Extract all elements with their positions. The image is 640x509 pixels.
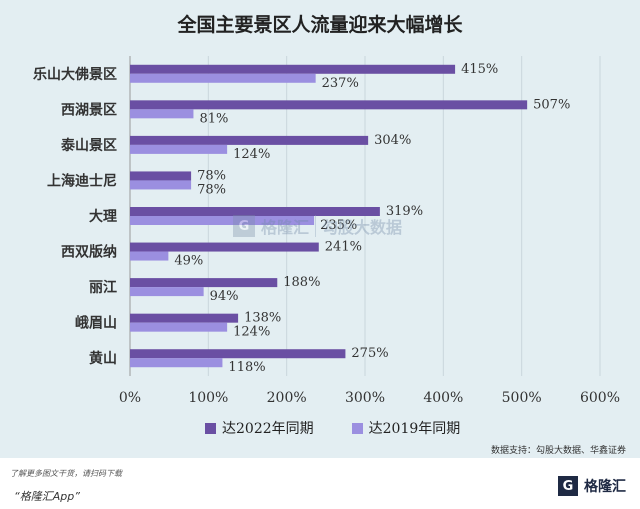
y-tick-label: 大理 bbox=[89, 208, 117, 225]
brand-name: 格隆汇 bbox=[584, 479, 626, 495]
data-label-2019: 81% bbox=[199, 111, 228, 126]
watermark-name2: 勾股大数据 bbox=[322, 218, 403, 237]
x-tick-label: 300% bbox=[345, 390, 385, 406]
x-tick-label: 0% bbox=[119, 390, 141, 406]
legend-swatch-2022 bbox=[205, 422, 216, 434]
watermark-divider bbox=[315, 215, 317, 237]
bar-2022 bbox=[130, 171, 192, 181]
data-label-2022: 304% bbox=[374, 133, 411, 148]
data-label-2022: 507% bbox=[533, 97, 570, 112]
data-label-2022: 415% bbox=[461, 62, 498, 77]
data-label-2019: 237% bbox=[322, 76, 359, 91]
data-label-2019: 124% bbox=[233, 147, 270, 162]
watermark-logo-icon: G bbox=[233, 215, 255, 237]
footer: 了解更多图文干货，请扫码下载 “格隆汇App” G 格隆汇 bbox=[0, 458, 640, 509]
brand-logo: G 格隆汇 bbox=[558, 476, 626, 496]
x-tick-label: 600% bbox=[580, 390, 620, 406]
bar-2019 bbox=[130, 109, 194, 119]
data-label-2019: 124% bbox=[233, 325, 270, 340]
y-tick-label: 黄山 bbox=[89, 350, 117, 367]
data-label-2022: 188% bbox=[283, 275, 320, 290]
bar-2022 bbox=[130, 135, 369, 145]
x-tick-label: 100% bbox=[188, 390, 228, 406]
data-label-2022: 78% bbox=[197, 168, 226, 183]
brand-logo-icon: G bbox=[558, 476, 578, 496]
y-tick-label: 泰山景区 bbox=[60, 137, 117, 154]
chart-panel bbox=[0, 0, 640, 458]
bar-2019 bbox=[130, 358, 223, 368]
data-label-2022: 275% bbox=[351, 346, 388, 361]
legend-item-2019: 达2019年同期 bbox=[351, 418, 461, 438]
bar-2019 bbox=[130, 287, 204, 297]
footer-app-name: “格隆汇App” bbox=[14, 490, 80, 503]
y-tick-label: 丽江 bbox=[89, 279, 117, 296]
legend-label-2022: 达2022年同期 bbox=[222, 421, 314, 437]
bar-2022 bbox=[130, 64, 456, 74]
bar-2022 bbox=[130, 278, 278, 288]
bar-2019 bbox=[130, 216, 315, 225]
y-tick-label: 峨眉山 bbox=[75, 315, 117, 332]
legend-item-2022: 达2022年同期 bbox=[205, 418, 314, 438]
y-tick-label: 乐山大佛景区 bbox=[33, 66, 117, 83]
chart-title: 全国主要景区人流量迎来大幅增长 bbox=[177, 14, 463, 36]
bar-2019 bbox=[130, 73, 316, 83]
y-tick-label: 上海迪士尼 bbox=[47, 172, 117, 189]
bar-2022 bbox=[130, 242, 319, 252]
legend-swatch-2019 bbox=[351, 422, 363, 434]
bar-2022 bbox=[130, 349, 346, 359]
data-source: 数据支持：勾股大数据、华鑫证券 bbox=[490, 446, 626, 456]
bar-2019 bbox=[130, 180, 192, 190]
bar-2022 bbox=[130, 313, 239, 323]
data-label-2019: 49% bbox=[174, 254, 203, 269]
y-tick-label: 西湖景区 bbox=[61, 102, 117, 118]
y-tick-label: 西双版纳 bbox=[61, 244, 117, 261]
legend: 达2022年同期 达2019年同期 bbox=[205, 418, 460, 438]
data-label-2022: 241% bbox=[325, 240, 362, 255]
bar-chart: 0% 100% 200% 300% 400% 500% 600% 乐山大佛景区 415% 237%… bbox=[33, 56, 620, 406]
data-label-2022: 138% bbox=[244, 311, 281, 326]
bar-2019 bbox=[130, 322, 228, 332]
data-label-2019: 235% bbox=[320, 218, 357, 233]
bar-2019 bbox=[130, 251, 169, 261]
watermark-name1: 格隆汇 bbox=[261, 218, 310, 237]
watermark: G 格隆汇 勾股大数据 bbox=[233, 214, 402, 238]
footer-note: 了解更多图文干货，请扫码下载 bbox=[10, 469, 122, 478]
data-label-2019: 118% bbox=[228, 360, 265, 375]
x-tick-label: 400% bbox=[423, 390, 463, 406]
bar-2022 bbox=[130, 100, 528, 110]
bar-2022 bbox=[130, 207, 380, 216]
data-label-2022: 319% bbox=[386, 204, 423, 219]
x-tick-label: 200% bbox=[267, 390, 307, 406]
legend-label-2019: 达2019年同期 bbox=[368, 421, 461, 437]
data-label-2019: 94% bbox=[210, 289, 239, 304]
x-tick-label: 500% bbox=[502, 390, 542, 406]
data-label-2019: 78% bbox=[197, 182, 226, 197]
bar-2019 bbox=[130, 144, 228, 154]
